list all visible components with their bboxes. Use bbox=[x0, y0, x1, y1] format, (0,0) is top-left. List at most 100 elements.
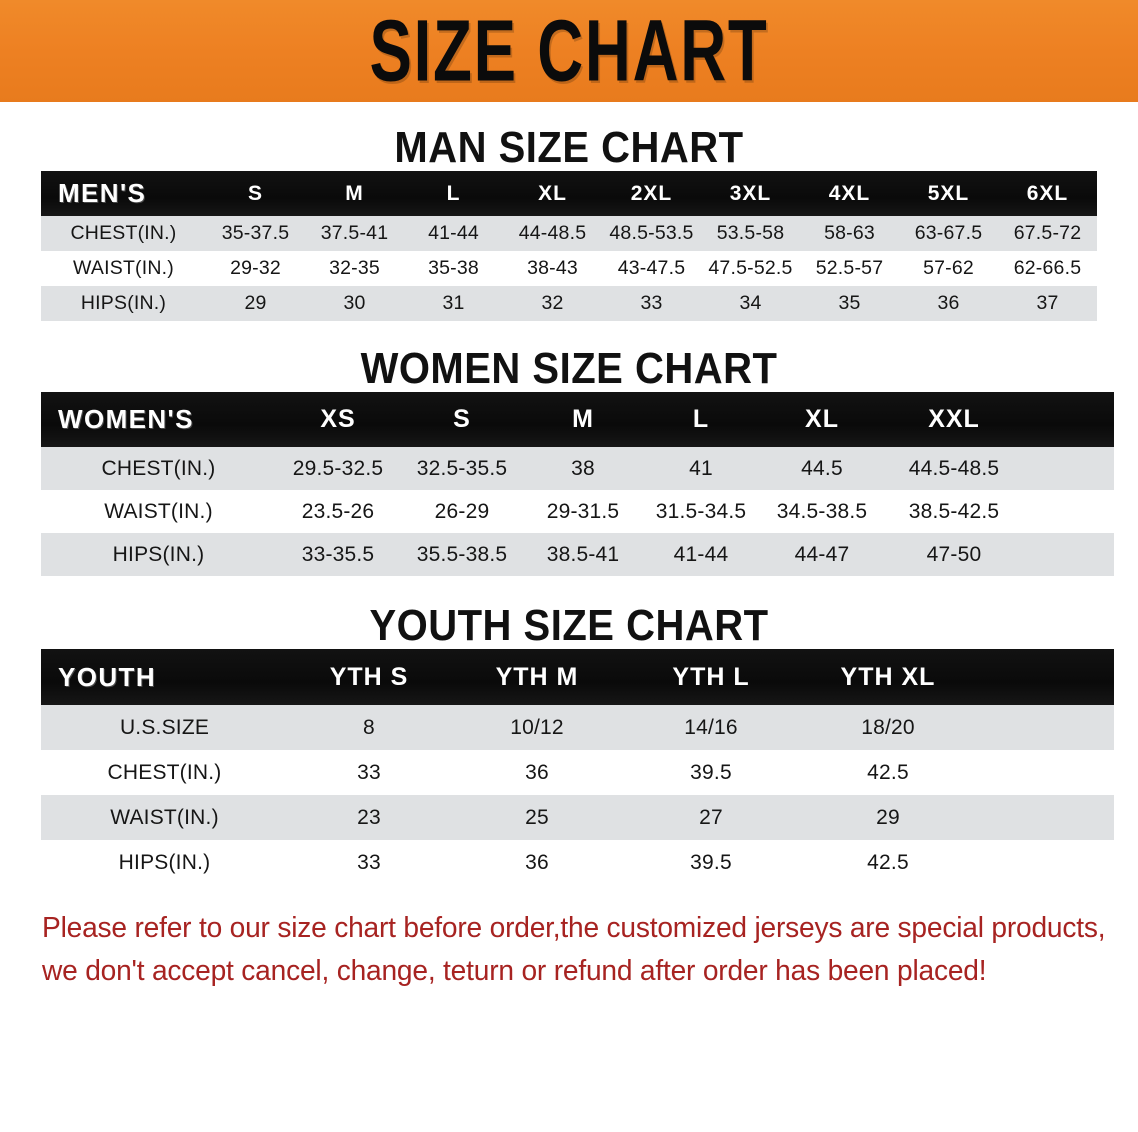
man-waist-5xl: 57-62 bbox=[923, 257, 974, 279]
women-chest-l: 41 bbox=[689, 456, 713, 480]
youth-header-row: YOUTH YTH S YTH M YTH L YTH XL bbox=[41, 649, 1114, 705]
man-hips-s: 29 bbox=[244, 292, 267, 314]
man-chest-xl: 44-48.5 bbox=[518, 222, 587, 244]
youth-ussize-l: 14/16 bbox=[684, 715, 738, 739]
man-waist-s: 29-32 bbox=[230, 257, 281, 279]
man-chest-4xl: 58-63 bbox=[824, 222, 875, 244]
man-column-header-xl: XL bbox=[538, 181, 567, 205]
man-waist-xl: 38-43 bbox=[527, 257, 578, 279]
women-size-table: WOMEN'S XS S M L XL XXL CHEST(IN.) 29.5-… bbox=[41, 392, 1114, 576]
youth-ussize-s: 8 bbox=[363, 715, 375, 739]
man-waist-4xl: 52.5-57 bbox=[815, 257, 884, 279]
youth-ussize-xl: 18/20 bbox=[861, 715, 915, 739]
youth-chest-s: 33 bbox=[357, 760, 381, 784]
man-waist-3xl: 47.5-52.5 bbox=[708, 257, 793, 279]
table-row: HIPS(IN.) 33 36 39.5 42.5 bbox=[41, 840, 1114, 885]
youth-corner-label: YOUTH bbox=[58, 661, 156, 692]
man-row-label-hips: HIPS(IN.) bbox=[80, 292, 167, 314]
youth-hips-m: 36 bbox=[525, 850, 549, 874]
youth-hips-s: 33 bbox=[357, 850, 381, 874]
women-section-title: WOMEN SIZE CHART bbox=[360, 345, 778, 393]
women-column-header-xxl: XXL bbox=[928, 405, 980, 433]
man-chest-l: 41-44 bbox=[428, 222, 479, 244]
table-row: WAIST(IN.) 29-32 32-35 35-38 38-43 43-47… bbox=[41, 251, 1097, 286]
youth-section-title: YOUTH SIZE CHART bbox=[369, 602, 769, 650]
youth-column-header-l: YTH L bbox=[672, 662, 750, 691]
page-header-banner: SIZE CHART bbox=[0, 0, 1138, 102]
women-waist-l: 31.5-34.5 bbox=[655, 499, 747, 523]
youth-waist-filler bbox=[978, 795, 1114, 840]
table-row: WAIST(IN.) 23 25 27 29 bbox=[41, 795, 1114, 840]
man-chest-5xl: 63-67.5 bbox=[914, 222, 983, 244]
youth-row-label-chest: CHEST(IN.) bbox=[107, 760, 222, 784]
man-chest-3xl: 53.5-58 bbox=[716, 222, 785, 244]
women-row-label-waist: WAIST(IN.) bbox=[104, 499, 213, 523]
youth-size-table: YOUTH YTH S YTH M YTH L YTH XL U.S.SIZE … bbox=[41, 649, 1114, 885]
table-row: CHEST(IN.) 35-37.5 37.5-41 41-44 44-48.5… bbox=[41, 216, 1097, 251]
table-row: HIPS(IN.) 29 30 31 32 33 34 35 36 37 bbox=[41, 286, 1097, 321]
disclaimer-line-2: we don't accept cancel, change, teturn o… bbox=[42, 954, 987, 987]
table-row: U.S.SIZE 8 10/12 14/16 18/20 bbox=[41, 705, 1114, 750]
man-hips-2xl: 33 bbox=[640, 292, 663, 314]
man-column-header-3xl: 3XL bbox=[729, 181, 772, 205]
women-header-row: WOMEN'S XS S M L XL XXL bbox=[41, 392, 1114, 447]
man-table-header: MEN'S S M L XL 2XL 3XL 4XL 5XL 6XL bbox=[41, 171, 1097, 216]
youth-column-header-xl: YTH XL bbox=[840, 662, 936, 691]
man-hips-6xl: 37 bbox=[1036, 292, 1059, 314]
youth-waist-m: 25 bbox=[525, 805, 549, 829]
youth-waist-l: 27 bbox=[699, 805, 723, 829]
women-waist-xs: 23.5-26 bbox=[301, 499, 375, 523]
youth-chest-xl: 42.5 bbox=[867, 760, 909, 784]
man-column-header-4xl: 4XL bbox=[828, 181, 871, 205]
women-chest-xl: 44.5 bbox=[801, 456, 843, 480]
man-chest-m: 37.5-41 bbox=[320, 222, 389, 244]
man-waist-m: 32-35 bbox=[329, 257, 380, 279]
table-row: CHEST(IN.) 29.5-32.5 32.5-35.5 38 41 44.… bbox=[41, 447, 1114, 490]
man-hips-4xl: 35 bbox=[838, 292, 861, 314]
youth-row-label-waist: WAIST(IN.) bbox=[110, 805, 219, 829]
youth-header-filler bbox=[978, 649, 1114, 705]
man-waist-2xl: 43-47.5 bbox=[617, 257, 686, 279]
women-column-header-s: S bbox=[453, 405, 471, 433]
women-waist-filler bbox=[1024, 490, 1114, 533]
women-hips-xs: 33-35.5 bbox=[301, 542, 375, 566]
women-hips-l: 41-44 bbox=[673, 542, 729, 566]
women-column-header-l: L bbox=[692, 405, 710, 433]
youth-chest-m: 36 bbox=[525, 760, 549, 784]
women-waist-m: 29-31.5 bbox=[546, 499, 620, 523]
man-row-label-waist: WAIST(IN.) bbox=[73, 257, 174, 279]
youth-ussize-m: 10/12 bbox=[510, 715, 564, 739]
man-chest-6xl: 67.5-72 bbox=[1013, 222, 1082, 244]
man-column-header-2xl: 2XL bbox=[630, 181, 673, 205]
women-hips-s: 35.5-38.5 bbox=[416, 542, 508, 566]
man-size-table-container: MEN'S S M L XL 2XL 3XL 4XL 5XL 6XL CHEST… bbox=[41, 171, 1097, 321]
youth-hips-filler bbox=[978, 840, 1114, 885]
women-column-header-xs: XS bbox=[320, 405, 356, 433]
women-chest-filler bbox=[1024, 447, 1114, 490]
women-waist-s: 26-29 bbox=[434, 499, 490, 523]
man-column-header-m: M bbox=[345, 181, 364, 205]
youth-table-body: U.S.SIZE 8 10/12 14/16 18/20 CHEST(IN.) … bbox=[41, 705, 1114, 885]
women-hips-filler bbox=[1024, 533, 1114, 576]
women-chest-xxl: 44.5-48.5 bbox=[908, 456, 1000, 480]
man-waist-6xl: 62-66.5 bbox=[1013, 257, 1082, 279]
return-policy-disclaimer: Please refer to our size chart before or… bbox=[42, 907, 1106, 993]
man-column-header-6xl: 6XL bbox=[1026, 181, 1069, 205]
table-row: CHEST(IN.) 33 36 39.5 42.5 bbox=[41, 750, 1114, 795]
women-table-header: WOMEN'S XS S M L XL XXL bbox=[41, 392, 1114, 447]
man-row-label-chest: CHEST(IN.) bbox=[70, 222, 177, 244]
man-chest-2xl: 48.5-53.5 bbox=[609, 222, 694, 244]
women-corner-label: WOMEN'S bbox=[58, 404, 194, 434]
women-chest-s: 32.5-35.5 bbox=[416, 456, 508, 480]
women-row-label-hips: HIPS(IN.) bbox=[112, 542, 205, 566]
table-row: WAIST(IN.) 23.5-26 26-29 29-31.5 31.5-34… bbox=[41, 490, 1114, 533]
man-header-row: MEN'S S M L XL 2XL 3XL 4XL 5XL 6XL bbox=[41, 171, 1097, 216]
youth-row-label-hips: HIPS(IN.) bbox=[118, 850, 211, 874]
man-size-table: MEN'S S M L XL 2XL 3XL 4XL 5XL 6XL CHEST… bbox=[41, 171, 1097, 321]
man-hips-m: 30 bbox=[343, 292, 366, 314]
man-waist-l: 35-38 bbox=[428, 257, 479, 279]
women-chest-xs: 29.5-32.5 bbox=[292, 456, 384, 480]
women-table-body: CHEST(IN.) 29.5-32.5 32.5-35.5 38 41 44.… bbox=[41, 447, 1114, 576]
man-corner-label: MEN'S bbox=[58, 178, 147, 208]
youth-table-header: YOUTH YTH S YTH M YTH L YTH XL bbox=[41, 649, 1114, 705]
